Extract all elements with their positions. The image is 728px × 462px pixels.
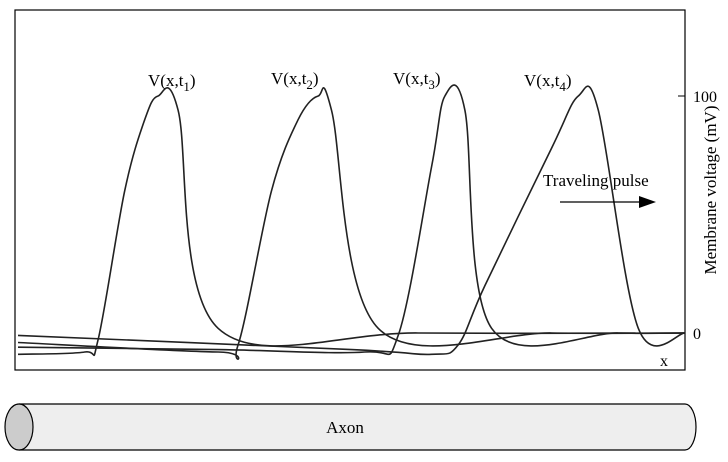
traveling-pulse-label: Traveling pulse [543,171,649,190]
y-tick-label-100: 100 [693,89,717,106]
y-axis-label: Membrane voltage (mV) [701,106,720,275]
curve-label-3: V(x,t3) [393,69,441,92]
curve-label-2-main: V(x,t [271,69,307,88]
curve-label-3-sub: 3 [428,77,435,92]
curve-label-4: V(x,t4) [524,71,572,94]
curve-label-3-close: ) [435,69,441,88]
curve-label-1-main: V(x,t [148,71,184,90]
voltage-curve-4 [17,85,686,356]
curve-label-2: V(x,t2) [271,69,319,92]
curve-label-2-sub: 2 [306,77,313,92]
curve-label-1-sub: 1 [183,79,190,94]
curve-label-4-main: V(x,t [524,71,560,90]
voltage-curves [17,84,686,360]
curve-label-1-close: ) [190,71,196,90]
x-axis-label: x [660,353,668,370]
y-tick-label-0: 0 [693,326,701,343]
voltage-curve-1 [17,87,686,357]
voltage-curve-3 [17,84,686,356]
curve-label-4-sub: 4 [559,79,566,94]
axon-label: Axon [326,418,364,437]
plot-frame [14,9,686,371]
curve-label-3-main: V(x,t [393,69,429,88]
curve-label-2-close: ) [313,69,319,88]
axon-end-cap [4,403,34,451]
axon-body [19,403,697,451]
curve-label-4-close: ) [566,71,572,90]
right-arrow-icon [639,196,656,208]
voltage-curve-2 [17,87,686,360]
curve-label-1: V(x,t1) [148,71,196,94]
